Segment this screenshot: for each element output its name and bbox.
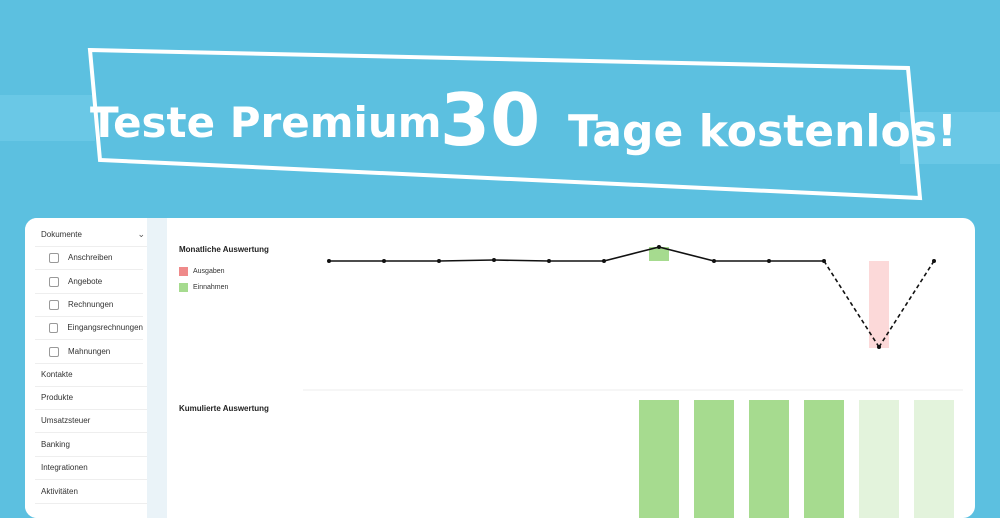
monthly-line-point <box>602 259 606 263</box>
monthly-line-segment <box>658 246 715 262</box>
monthly-line-point <box>657 245 661 249</box>
sidebar-item-label: Umsatzsteuer <box>41 416 91 425</box>
monthly-line-point <box>822 259 826 263</box>
monthly-line-point <box>932 259 936 263</box>
monthly-line-segment <box>878 260 935 348</box>
monthly-line-point <box>547 259 551 263</box>
headline-days-number: 30 <box>440 78 541 162</box>
sidebar-item-label: Rechnungen <box>68 300 114 309</box>
sidebar: Dokumente ⌄ Anschreiben Angebote Rechnungen E… <box>25 218 149 518</box>
sidebar-item-eingangsrechnungen[interactable]: Eingangsrechnungen <box>35 316 143 340</box>
monthly-line-segment <box>603 246 660 262</box>
sidebar-item-label: Dokumente <box>41 230 82 239</box>
cumulative-chart-title: Kumulierte Auswertung <box>179 404 269 413</box>
monthly-bar-ausgaben <box>869 261 889 348</box>
monthly-line-point <box>437 259 441 263</box>
document-icon <box>49 276 59 287</box>
cumulative-bar <box>749 400 789 518</box>
sidebar-item-integrationen[interactable]: Integrationen <box>35 456 149 480</box>
banner-stripe-left <box>0 95 95 141</box>
monthly-line-point <box>327 259 331 263</box>
monthly-line-point <box>767 259 771 263</box>
chevron-down-icon[interactable]: ⌄ <box>137 229 145 239</box>
incoming-invoice-icon <box>49 322 59 333</box>
monthly-line-point <box>382 259 386 263</box>
sidebar-item-mahnungen[interactable]: Mahnungen <box>35 340 143 364</box>
sidebar-item-kontakte[interactable]: Kontakte <box>35 363 149 387</box>
monthly-line-point <box>492 258 496 262</box>
cumulative-bar <box>694 400 734 518</box>
cumulative-bar <box>639 400 679 518</box>
sidebar-item-dokumente[interactable]: Dokumente ⌄ <box>35 223 149 247</box>
promo-headline: Teste Premium 30 Tage kostenlos! <box>90 78 957 168</box>
banner-frame <box>87 47 923 201</box>
legend-label-einnahmen: Einnahmen <box>193 284 229 291</box>
sidebar-item-label: Mahnungen <box>68 347 111 356</box>
sidebar-item-produkte[interactable]: Produkte <box>35 386 149 410</box>
letter-icon <box>49 252 59 263</box>
sidebar-item-label: Aktivitäten <box>41 487 78 496</box>
legend-label-ausgaben: Ausgaben <box>193 268 225 275</box>
monthly-line-segment <box>438 259 495 262</box>
sidebar-item-umsatzsteuer[interactable]: Umsatzsteuer <box>35 409 149 433</box>
sidebar-item-label: Anschreiben <box>68 253 113 262</box>
sidebar-item-label: Banking <box>41 440 70 449</box>
sidebar-item-angebote[interactable]: Angebote <box>35 270 143 294</box>
sidebar-item-label: Produkte <box>41 393 74 402</box>
sidebar-item-banking[interactable]: Banking <box>35 433 149 457</box>
sidebar-item-aktivit-ten[interactable]: Aktivitäten <box>35 480 149 504</box>
sidebar-item-label: Integrationen <box>41 463 88 472</box>
calendar-icon <box>49 346 59 357</box>
sidebar-item-rechnungen[interactable]: Rechnungen <box>35 293 143 317</box>
monthly-line-segment <box>493 259 550 262</box>
monthly-chart-title: Monatliche Auswertung <box>179 245 269 254</box>
app-window: Dokumente ⌄ Anschreiben Angebote Rechnungen E… <box>25 218 975 518</box>
sidebar-item-label: Angebote <box>68 277 103 286</box>
dashboard-main: Monatliche Auswertung Ausgaben Einnahmen… <box>167 224 963 518</box>
cumulative-bar <box>804 400 844 518</box>
sidebar-item-label: Eingangsrechnungen <box>67 323 143 332</box>
cumulative-bar <box>914 400 954 518</box>
headline-part-3: Tage kostenlos! <box>568 106 957 157</box>
legend-swatch-einnahmen <box>179 283 188 292</box>
legend-swatch-ausgaben <box>179 267 188 276</box>
cumulative-bar <box>859 400 899 518</box>
monthly-line-point <box>877 345 881 349</box>
charts-svg <box>303 245 963 518</box>
headline-part-1: Teste Premium <box>90 98 442 147</box>
sidebar-item-anschreiben[interactable]: Anschreiben <box>35 246 143 270</box>
sidebar-divider <box>147 218 167 518</box>
legend-einnahmen[interactable]: Einnahmen <box>179 283 228 292</box>
monthly-bar-einnahmen <box>649 247 669 261</box>
monthly-line-point <box>712 259 716 263</box>
invoice-icon <box>49 299 59 310</box>
monthly-line-segment <box>823 260 880 348</box>
legend-ausgaben[interactable]: Ausgaben <box>179 267 225 276</box>
sidebar-item-label: Kontakte <box>41 370 73 379</box>
